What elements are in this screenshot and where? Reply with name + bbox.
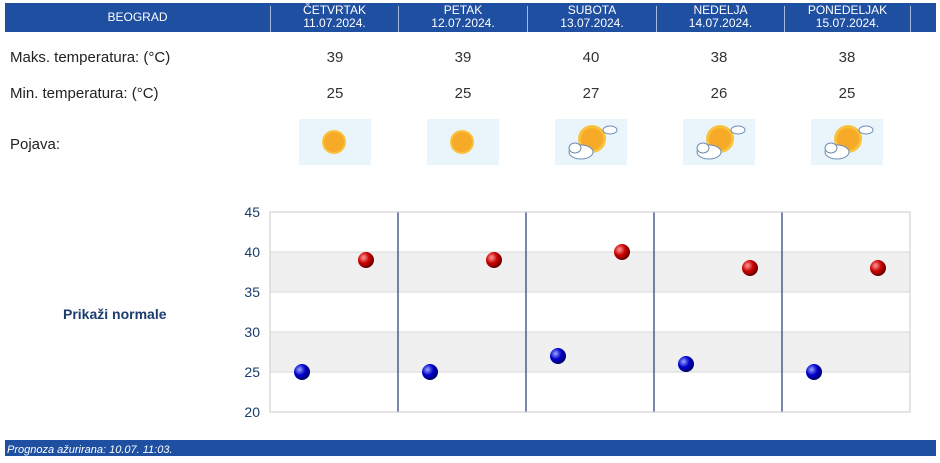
sun-icon [299,119,371,165]
y-tick-label: 30 [244,324,260,340]
header-separator [656,6,657,32]
grid-lines [270,211,910,413]
city-name: BEOGRAD [107,10,168,24]
day-header-3: SUBOTA 13.07.2024. [528,3,656,32]
update-footer: Prognoza ažurirana: 10.07. 11:03. [5,440,936,456]
min-temp-value: 25 [838,85,856,102]
max-temp-point [742,260,758,276]
max-temp-value: 38 [710,49,728,66]
day-name: PETAK [443,3,483,17]
day-name: ČETVRTAK [303,3,366,17]
grid-band [270,332,910,372]
max-temp-label: Maks. temperatura: (°C) [10,49,171,66]
day-name: SUBOTA [567,3,617,17]
header-separator [398,6,399,32]
day-date: 12.07.2024. [431,16,495,30]
phenomenon-label: Pojava: [10,136,61,153]
day-header-4: NEDELJA 14.07.2024. [657,3,784,32]
max-temp-value: 39 [454,49,472,66]
header-separator [910,6,911,32]
y-tick-label: 20 [244,404,260,420]
min-temp-value: 25 [326,85,344,102]
day-date: 13.07.2024. [560,16,624,30]
day-name: PONEDELJAK [807,3,888,17]
y-tick-label: 35 [244,284,260,300]
day-date: 11.07.2024. [303,16,366,30]
y-tick-label: 45 [244,204,260,220]
max-temp-point [358,252,374,268]
header-separator [270,6,271,32]
max-temp-point [870,260,886,276]
min-temp-value: 25 [454,85,472,102]
forecast-header: BEOGRAD ČETVRTAK 11.07.2024. PETAK 12.07… [5,3,936,32]
day-date: 14.07.2024. [688,16,753,30]
grid-bands [270,252,910,372]
day-separators [397,212,783,412]
max-temp-value: 40 [582,49,600,66]
min-temp-point [422,364,438,380]
y-tick-label: 25 [244,364,260,380]
max-temp-value: 39 [326,49,344,66]
min-temp-value: 27 [582,85,600,102]
day-name: NEDELJA [693,3,748,17]
sun-cloud-icon [683,119,755,165]
min-temp-point [806,364,822,380]
sun-cloud-icon [811,119,883,165]
temperature-chart: 45 40 35 30 25 20 [244,204,911,420]
show-normals-link[interactable]: Prikaži normale [63,306,167,322]
day-header-5: PONEDELJAK 15.07.2024. [785,3,910,32]
sun-cloud-icon [555,119,627,165]
grid-band [270,252,910,292]
day-date: 15.07.2024. [815,16,880,30]
min-temp-point [550,348,566,364]
max-temp-point [486,252,502,268]
day-header-2: PETAK 12.07.2024. [399,3,527,32]
sun-icon [427,119,499,165]
header-separator [527,6,528,32]
min-temp-point [294,364,310,380]
min-temp-point [678,356,694,372]
max-temp-value: 38 [838,49,856,66]
min-temp-value: 26 [710,85,728,102]
day-header-1: ČETVRTAK 11.07.2024. [271,3,398,32]
min-temp-label: Min. temperatura: (°C) [10,85,159,102]
max-temp-point [614,244,630,260]
plot-frame [269,211,911,413]
header-separator [784,6,785,32]
update-info: Prognoza ažurirana: 10.07. 11:03. [7,444,173,456]
data-points [294,244,886,380]
y-axis: 45 40 35 30 25 20 [244,204,260,420]
y-tick-label: 40 [244,244,260,260]
